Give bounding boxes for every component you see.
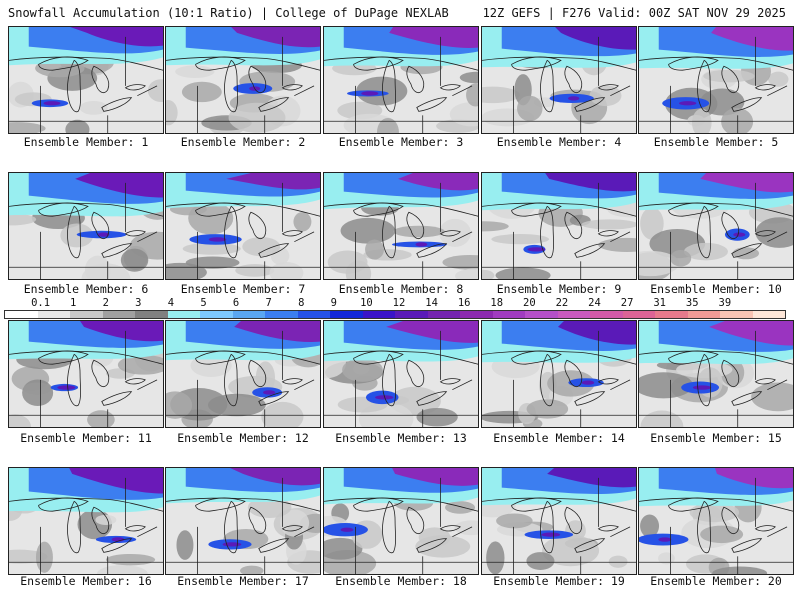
ensemble-member-map — [481, 26, 637, 134]
colorbar-tick-label: 3 — [135, 297, 142, 309]
colorbar-tick-label: 24 — [588, 297, 601, 309]
ensemble-member-map — [8, 320, 164, 428]
ensemble-member-map — [638, 26, 794, 134]
colorbar-tick-label: 22 — [555, 297, 569, 309]
colorbar-tick-label: 5 — [200, 297, 207, 309]
colorbar-tick-label: 39 — [718, 297, 732, 309]
colorbar-tick-label: 9 — [330, 297, 337, 309]
ensemble-member-map — [8, 467, 164, 575]
colorbar-segment — [590, 311, 623, 318]
ensemble-member-map — [8, 172, 164, 280]
ensemble-member-label: Ensemble Member: 2 — [180, 135, 306, 149]
ensemble-member-label: Ensemble Member: 18 — [335, 574, 467, 588]
ensemble-member-label: Ensemble Member: 9 — [496, 282, 622, 296]
ensemble-member-map — [165, 172, 321, 280]
ensemble-member-label: Ensemble Member: 16 — [20, 574, 152, 588]
colorbar-segment — [687, 311, 720, 318]
colorbar-tick-label: 0.1 — [31, 297, 51, 309]
colorbar-segment — [622, 311, 655, 318]
colorbar-tick-label: 6 — [232, 297, 240, 309]
colorbar-segment — [362, 311, 395, 318]
ensemble-member-map — [8, 26, 164, 134]
colorbar-segment — [167, 311, 200, 318]
ensemble-member-map — [323, 320, 479, 428]
ensemble-member-map — [481, 467, 637, 575]
colorbar-segment — [37, 311, 70, 318]
ensemble-member-map — [638, 172, 794, 280]
colorbar-segment — [655, 311, 688, 318]
ensemble-member-label: Ensemble Member: 11 — [20, 431, 152, 445]
colorbar-segment — [232, 311, 265, 318]
colorbar-tick-label: 10 — [360, 297, 373, 309]
ensemble-member-map — [323, 26, 479, 134]
ensemble-member-map — [323, 467, 479, 575]
colorbar-segment — [395, 311, 428, 318]
colorbar-tick-label: 7 — [265, 297, 272, 309]
colorbar-tick-label: 16 — [457, 297, 471, 309]
ensemble-member-map — [481, 320, 637, 428]
ensemble-member-label: Ensemble Member: 7 — [180, 282, 306, 296]
colorbar-tick-label: 18 — [490, 297, 504, 309]
colorbar-segment — [5, 311, 38, 318]
ensemble-member-map — [638, 467, 794, 575]
snowfall-colorbar — [4, 310, 786, 319]
colorbar-segment — [427, 311, 460, 318]
figure-title: Snowfall Accumulation (10:1 Ratio) | Col… — [8, 6, 449, 20]
ensemble-member-label: Ensemble Member: 1 — [23, 135, 149, 149]
colorbar-segment — [265, 311, 298, 318]
colorbar-segment — [460, 311, 493, 318]
colorbar-tick-label: 1 — [69, 297, 77, 309]
colorbar-segment — [720, 311, 753, 318]
colorbar-segment — [492, 311, 525, 318]
ensemble-member-label: Ensemble Member: 4 — [496, 135, 622, 149]
ensemble-member-map — [165, 26, 321, 134]
ensemble-member-map — [638, 320, 794, 428]
colorbar-tick-label: 20 — [523, 297, 536, 309]
ensemble-member-label: Ensemble Member: 19 — [493, 574, 625, 588]
ensemble-member-label: Ensemble Member: 15 — [650, 431, 782, 445]
colorbar-segment — [70, 311, 103, 318]
ensemble-member-map — [165, 467, 321, 575]
ensemble-member-map — [165, 320, 321, 428]
ensemble-member-label: Ensemble Member: 8 — [338, 282, 464, 296]
colorbar-tick-label: 31 — [653, 297, 666, 309]
ensemble-member-label: Ensemble Member: 6 — [23, 282, 149, 296]
ensemble-member-label: Ensemble Member: 20 — [650, 574, 782, 588]
ensemble-member-label: Ensemble Member: 12 — [177, 431, 309, 445]
ensemble-member-label: Ensemble Member: 13 — [335, 431, 467, 445]
colorbar-tick-label: 4 — [167, 297, 175, 309]
colorbar-segment — [135, 311, 168, 318]
colorbar-tick-label: 8 — [298, 297, 305, 309]
ensemble-member-label: Ensemble Member: 5 — [653, 135, 779, 149]
ensemble-member-label: Ensemble Member: 17 — [177, 574, 309, 588]
colorbar-tick-label: 35 — [685, 297, 699, 309]
colorbar-tick-label: 14 — [425, 297, 438, 309]
colorbar-tick-label: 2 — [102, 297, 109, 309]
ensemble-member-map — [323, 172, 479, 280]
colorbar-segment — [200, 311, 233, 318]
ensemble-member-label: Ensemble Member: 14 — [493, 431, 625, 445]
colorbar-tick-label: 12 — [392, 297, 406, 309]
colorbar-segment — [102, 311, 135, 318]
colorbar-segment — [752, 311, 785, 318]
ensemble-member-label: Ensemble Member: 3 — [338, 135, 464, 149]
colorbar-segment — [525, 311, 558, 318]
ensemble-member-map — [481, 172, 637, 280]
colorbar-tick-label: 27 — [620, 297, 634, 309]
model-run-info: 12Z GEFS | F276 Valid: 00Z SAT NOV 29 20… — [482, 6, 786, 20]
colorbar-segment — [557, 311, 590, 318]
colorbar-segment — [297, 311, 330, 318]
ensemble-member-label: Ensemble Member: 10 — [650, 282, 782, 296]
colorbar-segment — [330, 311, 363, 318]
